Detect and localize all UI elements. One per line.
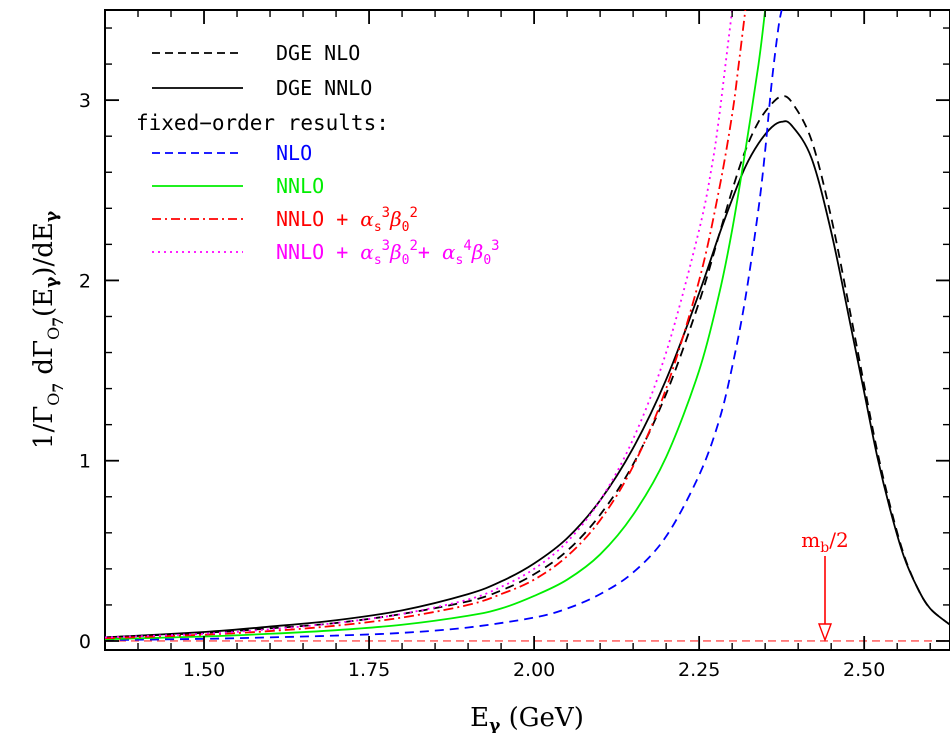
legend: DGE NLO DGE NNLO fixed−order results: NL…: [136, 41, 500, 268]
legend-label-nnlo: NNLO: [276, 174, 324, 198]
series-line-nnlo: [105, 10, 767, 641]
legend-heading: fixed−order results:: [136, 111, 389, 135]
annotation-arrowhead: [817, 623, 833, 642]
plot-frame: [104, 9, 950, 651]
x-tick-label: 1.50: [183, 659, 225, 681]
x-tick-label: 2.25: [678, 659, 720, 681]
series-line-nlo: [105, 10, 783, 641]
legend-label-dge-nnlo: DGE NNLO: [276, 76, 372, 100]
x-tick-label: 1.75: [348, 659, 390, 681]
y-axis-title: 1/ΓO7 dΓO7(Eγ)/dEγ: [29, 210, 67, 449]
legend-label-nnlo-a3b2-a4b3: NNLO + αs3β02+ αs4β03: [276, 238, 500, 268]
y-tick-label: 0: [79, 631, 91, 653]
x-tick-label: 2.00: [513, 659, 555, 681]
series-line-dge-nnlo: [105, 120, 950, 639]
mb-half-annotation: mb/2: [801, 528, 849, 642]
x-tick-label: 2.50: [843, 659, 885, 681]
legend-label-nnlo-a3b2: NNLO + αs3β02: [276, 205, 418, 235]
y-tick-label: 1: [79, 451, 91, 473]
series-line-dge-nlo: [105, 95, 950, 639]
series-line-nnlo-s-0: [105, 10, 747, 640]
legend-label-dge-nlo: DGE NLO: [276, 41, 360, 65]
y-tick-label: 2: [79, 270, 91, 292]
annotation-label: mb/2: [801, 528, 848, 556]
y-tick-label: 3: [79, 90, 91, 112]
x-axis-title: Eγ (GeV): [470, 703, 584, 733]
series-line-nnlo-s-0-s-0: [105, 10, 734, 639]
legend-label-nlo: NLO: [276, 141, 312, 165]
